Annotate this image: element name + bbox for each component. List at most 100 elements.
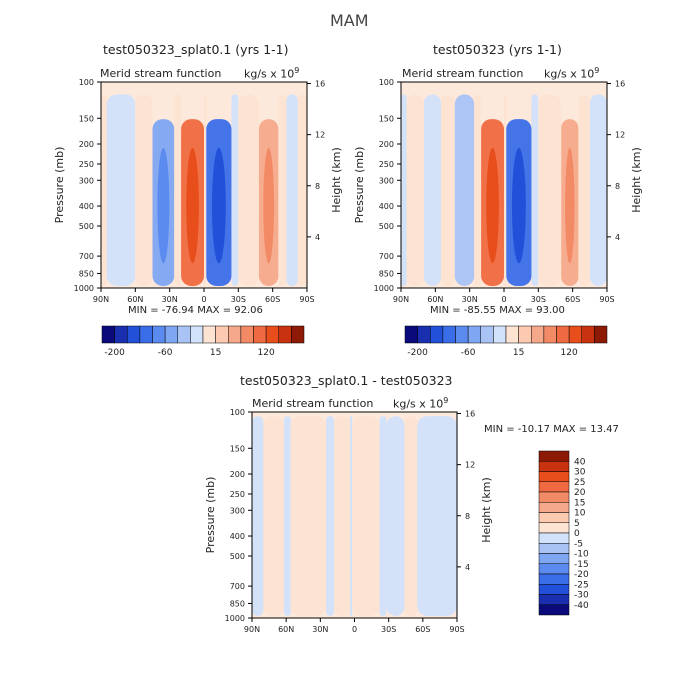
colorbar-box — [538, 481, 570, 493]
contour-band — [174, 94, 182, 286]
contour-band — [238, 94, 259, 286]
colorbar-box — [127, 325, 141, 344]
colorbar-2 — [404, 325, 608, 344]
colorbar-box — [202, 325, 216, 344]
colorbar-box — [177, 325, 191, 344]
contour-band — [589, 94, 607, 286]
panel2-units: kg/s x 109 — [544, 66, 600, 81]
contour-band — [204, 94, 207, 286]
y2-tick-label: 16 — [465, 410, 475, 419]
contour-core — [186, 147, 199, 264]
contour-band — [406, 94, 424, 286]
y-tick-label: 200 — [79, 140, 94, 149]
contour-core — [263, 147, 275, 264]
colorbar-label: -10 — [574, 550, 589, 560]
y-tick-label: 1000 — [74, 284, 94, 293]
panel3-stats: MIN = -10.17 MAX = 13.47 — [484, 424, 619, 435]
contour-band — [474, 94, 482, 286]
contour-band — [101, 94, 107, 286]
colorbar-box — [538, 543, 570, 554]
y-tick-label: 200 — [379, 140, 394, 149]
colorbar-box — [253, 325, 267, 344]
colorbar-box — [139, 325, 153, 344]
y2-axis-label: Height (km) — [330, 147, 343, 213]
colorbar-box — [531, 325, 545, 344]
contour-band — [231, 94, 239, 286]
colorbar-label: 20 — [574, 488, 586, 498]
y-tick-label: 700 — [79, 252, 94, 261]
contour-band — [252, 416, 264, 616]
y-tick-label: 700 — [230, 582, 245, 591]
panel1-title: test050323_splat0.1 (yrs 1-1) — [103, 42, 289, 57]
y-tick-label: 100 — [379, 78, 394, 87]
colorbar-label: 40 — [574, 457, 586, 467]
colorbar-box — [538, 563, 570, 575]
colorbar-box — [594, 325, 608, 344]
x-tick-label: 30N — [312, 625, 328, 634]
panel3-subtitle: Merid stream function — [252, 397, 374, 410]
contour-band — [283, 416, 291, 616]
colorbar-box — [455, 325, 469, 344]
y-tick-label: 300 — [379, 176, 394, 185]
y-tick-label: 250 — [230, 490, 245, 499]
y2-tick-label: 8 — [465, 512, 470, 521]
colorbar-box — [543, 325, 557, 344]
colorbar-box — [538, 522, 570, 534]
colorbar-label: -200 — [104, 348, 125, 358]
contour-band — [386, 416, 405, 616]
x-tick-label: 30S — [381, 625, 396, 634]
contour-band — [417, 416, 457, 616]
colorbar-label: 15 — [574, 498, 585, 508]
y-tick-label: 300 — [79, 176, 94, 185]
x-tick-label: 90N — [244, 625, 260, 634]
y-tick-label: 500 — [230, 552, 245, 561]
y-tick-label: 1000 — [374, 284, 394, 293]
colorbar-box — [538, 461, 570, 472]
colorbar-box — [581, 325, 595, 344]
colorbar-box — [114, 325, 128, 344]
colorbar-box — [164, 325, 178, 344]
contour-band — [441, 94, 455, 286]
colorbar-box — [417, 325, 431, 344]
contour-band — [290, 416, 327, 616]
panel2-subtitle: Merid stream function — [402, 67, 524, 80]
y2-tick-label: 4 — [315, 233, 320, 242]
colorbar-label: -40 — [574, 601, 589, 611]
y2-tick-label: 4 — [615, 233, 620, 242]
contour-band — [297, 94, 307, 286]
y-tick-label: 500 — [379, 222, 394, 231]
contour-band — [454, 94, 475, 286]
contour-band — [334, 416, 350, 616]
colorbar-label: -20 — [574, 570, 589, 580]
colorbar-box — [291, 325, 305, 344]
colorbar-box — [101, 325, 115, 344]
contour-band — [326, 416, 334, 616]
x-tick-label: 30S — [231, 295, 246, 304]
y2-tick-label: 12 — [315, 131, 325, 140]
colorbar-box — [538, 553, 570, 564]
x-tick-label: 90S — [449, 625, 464, 634]
contour-band — [401, 94, 407, 286]
colorbar-3 — [538, 450, 570, 616]
colorbar-box — [538, 491, 570, 503]
colorbar-box — [493, 325, 507, 344]
y-axis-label: Pressure (mb) — [53, 147, 66, 224]
season-title: MAM — [330, 11, 369, 30]
y2-tick-label: 4 — [465, 563, 470, 572]
contour-band — [404, 416, 418, 616]
y2-axis-label: Height (km) — [630, 147, 643, 213]
panel1-units: kg/s x 109 — [244, 66, 300, 81]
y-tick-label: 250 — [379, 160, 394, 169]
x-tick-label: 30N — [162, 295, 178, 304]
contour-band — [578, 94, 590, 286]
y-tick-label: 300 — [230, 506, 245, 515]
x-tick-label: 60S — [265, 295, 280, 304]
x-tick-label: 0 — [201, 295, 206, 304]
contour-band — [286, 94, 298, 286]
colorbar-box — [538, 604, 570, 616]
x-tick-label: 60S — [415, 625, 430, 634]
y-tick-label: 150 — [230, 444, 245, 453]
contour-core — [157, 147, 170, 264]
